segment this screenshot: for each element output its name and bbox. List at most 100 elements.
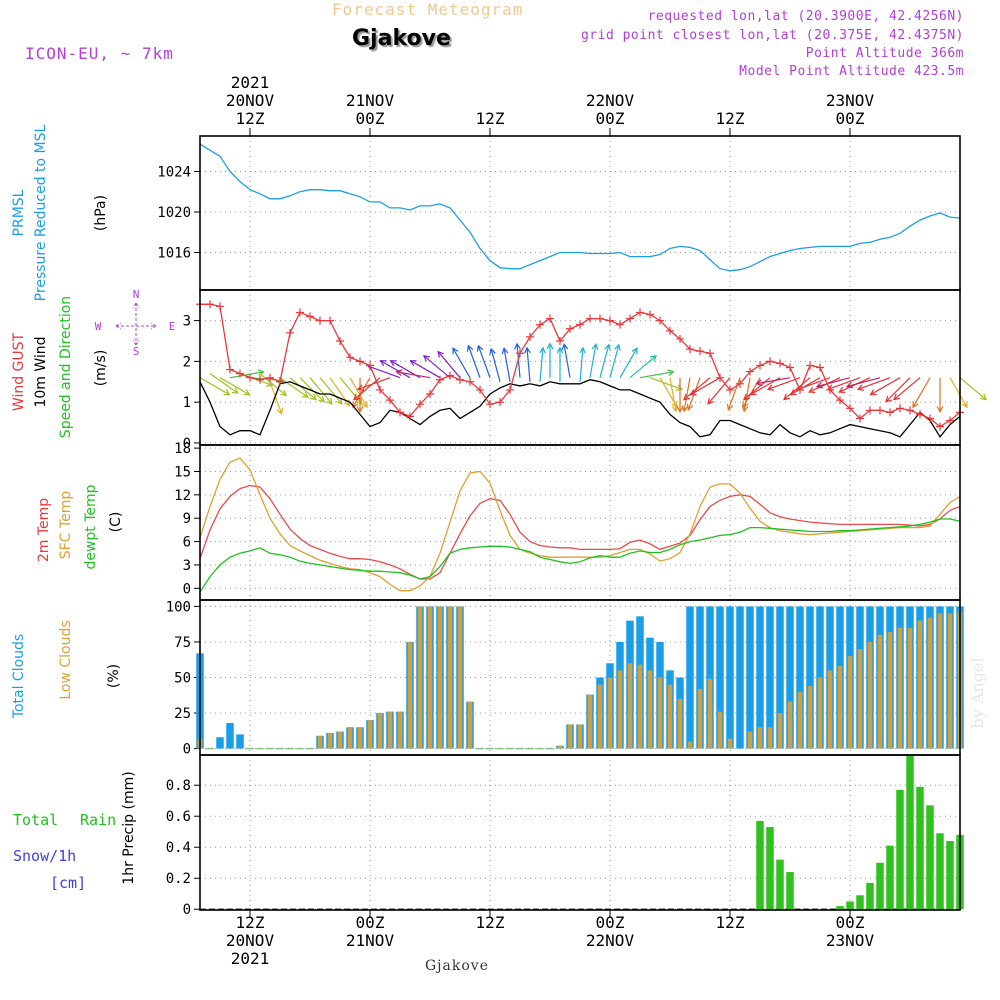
time-label-bottom: 12Z — [236, 913, 265, 932]
rain-bar — [946, 841, 954, 910]
wind-arrow — [561, 342, 571, 378]
rain-bar — [926, 805, 934, 910]
gust-marker — [846, 404, 854, 413]
wind-arrow-shaft — [683, 377, 711, 401]
low-cloud-bar — [727, 738, 733, 749]
gust-marker — [826, 385, 834, 394]
gust-marker — [366, 361, 374, 370]
wind-arrow-head — [561, 342, 569, 351]
model-label: ICON-EU, ~ 7km — [25, 44, 174, 63]
wind-arrow — [619, 347, 638, 378]
wind-arrow-shaft — [885, 377, 911, 403]
wind-arrow-head — [352, 401, 359, 409]
wind-arrow-shaft — [817, 377, 851, 388]
wind-arrow-head — [326, 397, 333, 405]
temp-label-2m: 2m Temp — [36, 498, 52, 562]
wind-arrow-head — [546, 342, 554, 350]
precip-label-cm: [cm] — [50, 874, 86, 892]
wind-arrow — [489, 347, 501, 382]
temp-label-dewpt: dewpt Temp — [83, 484, 99, 569]
panel-precip-bg — [200, 755, 960, 910]
low-cloud-bar — [947, 613, 953, 749]
wind-arrow — [589, 342, 599, 378]
gust-marker — [326, 316, 334, 325]
low-cloud-bar — [717, 711, 723, 749]
time-label-bottom: 00Z — [596, 913, 625, 932]
precip-label-total: Total — [13, 811, 58, 829]
wind-arrow-head — [514, 342, 521, 350]
gust-marker — [946, 416, 954, 425]
rain-bar — [866, 882, 874, 910]
wind-arrow — [299, 377, 325, 403]
wind-arrow — [289, 377, 318, 401]
wind-arrow — [782, 377, 811, 401]
wind-arrow-head — [912, 401, 919, 409]
wind-arrow-head — [631, 347, 638, 355]
time-label-top: 21NOV — [346, 91, 395, 110]
time-label-top: 12Z — [476, 109, 505, 128]
gust-marker — [336, 336, 344, 345]
wind-arrow — [609, 343, 621, 378]
wind-arrow-shaft — [639, 371, 674, 379]
rain-bar — [776, 859, 784, 910]
gust-marker — [816, 363, 824, 372]
wind-arrow-head — [686, 403, 694, 411]
compass-e: E — [169, 320, 176, 333]
wind-label-10m: 10m Wind — [33, 336, 49, 407]
wind-arrow-shaft — [229, 371, 264, 379]
total-cloud-bar — [716, 606, 724, 749]
low-cloud-bar — [687, 741, 693, 749]
wind-arrow — [689, 377, 721, 396]
wind-arrow-head — [524, 346, 531, 354]
gust-marker — [506, 385, 514, 394]
gust-marker — [786, 363, 794, 372]
temp-2m-line — [199, 484, 961, 580]
wind-arrow-head — [395, 369, 403, 377]
wind-arrow-shaft — [579, 347, 584, 382]
compass-n: N — [133, 288, 140, 301]
wind-arrow — [209, 373, 239, 394]
gust-marker — [456, 375, 464, 384]
wind-arrow — [476, 344, 491, 378]
wind-arrow-head — [265, 380, 274, 387]
wind-arrow-head — [276, 407, 284, 415]
low-cloud-bar — [817, 677, 823, 749]
wind-arrow — [524, 346, 531, 382]
wind-arrow-head — [231, 387, 239, 394]
wind-arrow — [219, 377, 251, 396]
wind-arrow — [466, 344, 481, 378]
low-cloud-bar — [747, 731, 753, 749]
wind-arrow-head — [409, 360, 417, 367]
gust-marker — [836, 396, 844, 405]
wind-arrow — [845, 377, 881, 389]
wind-arrow-shaft — [857, 377, 891, 390]
y-tick-label: 6 — [183, 535, 191, 551]
low-cloud-bar — [677, 698, 683, 749]
wind-arrow — [539, 346, 546, 382]
wind-arrow-head — [501, 347, 509, 355]
gust-marker — [926, 414, 934, 423]
wind-arrow — [437, 350, 461, 379]
y-tick-label: 9 — [183, 511, 191, 527]
gust-marker — [446, 371, 454, 380]
wind-arrow — [639, 369, 675, 379]
wind-arrow — [815, 377, 851, 389]
wind-arrow — [579, 346, 586, 382]
gust-marker — [496, 398, 504, 407]
wind-arrow — [885, 377, 911, 403]
y-tick-label: 1024 — [157, 164, 191, 180]
y-tick-label: 100 — [166, 599, 191, 615]
wind-arrow-head — [352, 393, 360, 401]
wind-arrow-head — [614, 343, 621, 351]
low-cloud-bar — [647, 670, 653, 749]
wind-arrow-head — [808, 386, 816, 394]
compass-w: W — [95, 320, 102, 333]
wind-arrow — [682, 377, 711, 401]
y-tick-label: 1020 — [157, 205, 191, 221]
gust-marker — [856, 414, 864, 423]
temp-label-sfc: SFC Temp — [58, 491, 74, 560]
time-label-top: 00Z — [356, 109, 385, 128]
rain-bar — [786, 872, 794, 910]
y-tick-label: 2 — [183, 354, 191, 370]
wind-arrow-head — [845, 381, 854, 389]
